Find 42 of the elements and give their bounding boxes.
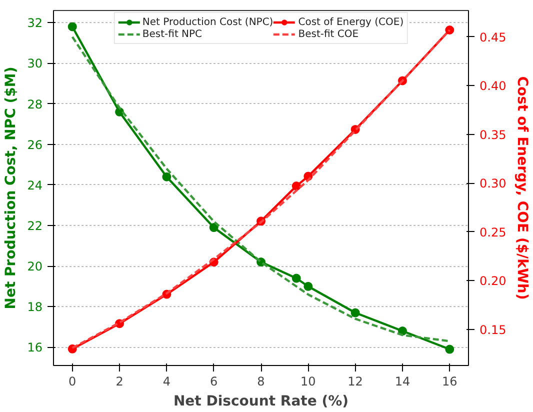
point [292,182,301,191]
legend-label: Best-fit COE [298,28,359,40]
y-tick-label: 32 [27,16,43,30]
y2-tick-label: 0.45 [480,30,506,44]
y-tick-label: 18 [27,300,43,314]
y-tick-label: 22 [27,219,43,234]
y-tick-label: 24 [27,178,43,192]
x-tick-label: 0 [68,374,76,388]
y-tick-label: 30 [27,56,43,71]
y2-tick-label: 0.15 [480,322,506,337]
y-tick-label: 28 [27,97,43,112]
y-tick-label: 16 [27,340,43,355]
legend-label: Net Production Cost (NPC) [142,16,274,28]
x-tick-label: 8 [257,374,265,388]
y2-tick-label: 0.35 [480,128,506,142]
y2-axis-title: Cost of Energy, COE ($/kWh) [514,76,530,300]
point [304,282,313,291]
y2-tick-label: 0.30 [480,176,506,191]
legend-label: Best-fit NPC [142,28,202,40]
y2-tick-label: 0.40 [480,79,506,94]
x-axis-title: Net Discount Rate (%) [173,394,349,410]
point [445,26,454,34]
x-tick-label: 16 [442,374,458,388]
point [445,344,454,354]
x-tick-label: 6 [210,374,218,388]
x-tick-label: 4 [162,374,171,388]
x-tick-label: 12 [348,374,363,388]
point [292,274,301,283]
point [350,308,360,318]
y-tick-label: 26 [27,138,43,152]
legend-label: Cost of Energy (COE) [298,16,404,28]
point [209,223,218,232]
x-tick-label: 10 [300,374,316,388]
x-tick-label: 14 [394,374,410,388]
x-tick-label: 2 [116,374,124,388]
y-tick-label: 20 [27,260,43,274]
y2-tick-label: 0.25 [480,225,506,240]
point [68,22,77,32]
point [398,326,407,336]
point [162,172,172,182]
y2-tick-label: 0.20 [480,274,506,288]
y-axis-title: Net Production Cost, NPC ($M) [3,66,20,310]
